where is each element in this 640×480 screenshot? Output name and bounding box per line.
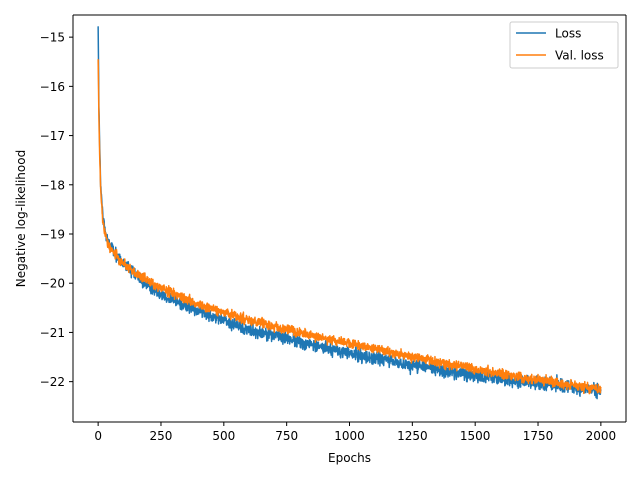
y-tick-label: −21: [40, 326, 65, 340]
y-tick-label: −16: [40, 80, 65, 94]
y-tick-label: −20: [40, 277, 65, 291]
x-axis-ticks: 0 250 500 750 1000 1250 1500 1750 2000: [94, 422, 616, 443]
y-tick-label: −22: [40, 375, 65, 389]
legend-label-loss: Loss: [555, 27, 581, 41]
x-tick-label: 1500: [460, 429, 491, 443]
x-axis-label: Epochs: [328, 451, 371, 465]
y-tick-label: −18: [40, 178, 65, 192]
plot-area: [73, 15, 626, 422]
x-tick-label: 1750: [523, 429, 554, 443]
legend: Loss Val. loss: [509, 21, 619, 69]
series-line-val-loss: [97, 59, 602, 395]
x-tick-label: 0: [94, 429, 102, 443]
y-tick-label: −17: [40, 129, 65, 143]
x-tick-label: 1000: [334, 429, 365, 443]
x-tick-label: 750: [275, 429, 298, 443]
x-tick-label: 1250: [397, 429, 428, 443]
legend-label-val-loss: Val. loss: [555, 49, 604, 63]
series-layer: [97, 26, 602, 400]
x-tick-label: 250: [150, 429, 173, 443]
y-tick-label: −15: [40, 31, 65, 45]
y-axis-ticks: −15 −16 −17 −18 −19 −20 −21 −22: [40, 31, 73, 389]
y-tick-label: −19: [40, 228, 65, 242]
y-axis-label: Negative log-likelihood: [14, 150, 28, 287]
x-tick-label: 500: [212, 429, 235, 443]
x-tick-label: 2000: [586, 429, 617, 443]
